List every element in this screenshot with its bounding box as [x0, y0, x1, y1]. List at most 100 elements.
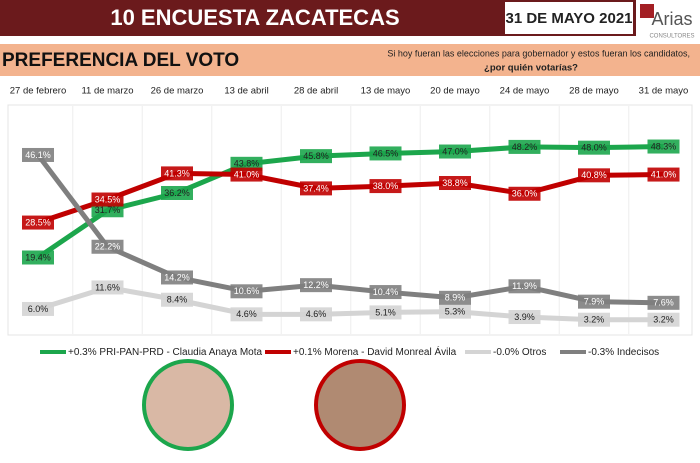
series-line — [37, 284, 664, 323]
value-label: 4.6% — [306, 309, 327, 319]
legend-label: -0.3% Indecisos — [588, 347, 659, 358]
value-marker — [230, 284, 263, 299]
value-marker — [578, 168, 610, 183]
value-label: 3.2% — [653, 315, 674, 325]
value-label: 46.1% — [25, 150, 51, 160]
value-label: 48.0% — [581, 143, 607, 153]
value-marker — [647, 167, 680, 182]
value-marker — [22, 301, 54, 316]
value-marker — [161, 270, 193, 285]
value-marker — [578, 140, 610, 155]
legend-label: -0.0% Otros — [493, 347, 546, 358]
value-label: 41.3% — [164, 168, 190, 178]
value-label: 8.9% — [445, 293, 466, 303]
date-box — [505, 2, 633, 34]
value-marker — [22, 250, 54, 265]
value-marker — [369, 179, 402, 194]
value-label: 48.2% — [512, 142, 538, 152]
x-tick-label: 31 de mayo — [639, 86, 689, 97]
value-label: 41.0% — [234, 169, 260, 179]
value-label: 36.2% — [164, 188, 190, 198]
value-label: 10.6% — [234, 286, 260, 296]
value-marker — [508, 139, 541, 154]
value-label: 19.4% — [25, 252, 51, 262]
x-tick-label: 28 de mayo — [569, 86, 619, 97]
value-label: 45.8% — [303, 151, 329, 161]
value-marker — [578, 312, 610, 327]
value-marker — [161, 166, 193, 181]
value-marker — [230, 307, 263, 322]
x-tick-label: 13 de mayo — [361, 86, 411, 97]
question: Si hoy fueran las elecciones para gobern… — [387, 48, 690, 58]
value-label: 37.4% — [303, 183, 329, 193]
value-marker — [647, 312, 680, 327]
value-marker — [230, 167, 263, 182]
legend-label: +0.1% Morena - David Monreal Ávila — [293, 345, 457, 358]
value-marker — [578, 294, 610, 309]
value-marker — [22, 215, 54, 230]
value-marker — [647, 139, 680, 154]
value-marker — [439, 176, 471, 191]
series-line — [36, 144, 664, 260]
value-label: 46.5% — [373, 148, 399, 158]
x-tick-label: 24 de mayo — [500, 86, 550, 97]
value-label: 34.5% — [95, 194, 121, 204]
value-label: 38.8% — [442, 178, 468, 188]
value-label: 28.5% — [25, 217, 51, 227]
value-label: 7.9% — [584, 297, 605, 307]
value-marker — [91, 280, 124, 295]
value-label: 5.1% — [375, 307, 396, 317]
value-label: 47.0% — [442, 146, 468, 156]
value-label: 3.9% — [514, 312, 535, 322]
value-marker — [91, 203, 124, 218]
value-marker — [300, 278, 332, 293]
section-title: PREFERENCIA DEL VOTO — [2, 50, 239, 71]
x-tick-label: 13 de abril — [224, 86, 268, 97]
logo-icon — [640, 4, 654, 18]
candidate-photo — [142, 359, 234, 451]
value-label: 36.0% — [512, 189, 538, 199]
value-marker — [369, 146, 402, 161]
x-tick-label: 27 de febrero — [10, 86, 67, 97]
value-label: 5.3% — [445, 307, 466, 317]
value-label: 11.6% — [95, 282, 120, 292]
value-marker — [300, 181, 332, 196]
logo-text: Arias — [651, 9, 692, 29]
value-label: 48.3% — [651, 141, 677, 151]
value-marker — [439, 290, 471, 305]
header-title: 10 ENCUESTA ZACATECAS — [110, 5, 399, 30]
series-line — [36, 153, 664, 306]
value-marker — [22, 147, 54, 162]
value-marker — [300, 307, 332, 322]
x-tick-label: 11 de marzo — [81, 86, 133, 97]
value-label: 11.9% — [512, 281, 537, 291]
value-label: 4.6% — [236, 309, 257, 319]
value-marker — [91, 192, 124, 207]
value-marker — [439, 144, 471, 159]
section-bar — [0, 44, 700, 76]
value-label: 6.0% — [28, 304, 49, 314]
value-label: 12.2% — [303, 280, 329, 290]
value-marker — [439, 304, 471, 319]
value-label: 14.2% — [164, 272, 190, 282]
value-marker — [508, 279, 541, 294]
value-marker — [369, 285, 402, 300]
legend-label: +0.3% PRI-PAN-PRD - Claudia Anaya Mota — [68, 347, 263, 358]
value-label: 38.0% — [373, 181, 399, 191]
value-marker — [91, 239, 124, 254]
value-label: 8.4% — [167, 295, 188, 305]
value-label: 31.7% — [95, 205, 121, 215]
question: ¿por quién votarías? — [484, 63, 578, 74]
value-label: 43.8% — [234, 159, 260, 169]
candidate-photo — [314, 359, 406, 451]
value-label: 3.2% — [584, 315, 605, 325]
value-marker — [508, 310, 541, 325]
value-marker — [369, 305, 402, 320]
value-marker — [161, 292, 193, 307]
value-label: 22.2% — [95, 242, 121, 252]
value-marker — [300, 149, 332, 164]
series-line — [37, 170, 664, 225]
value-marker — [647, 295, 680, 310]
logo-sub: CONSULTORES — [649, 34, 694, 40]
